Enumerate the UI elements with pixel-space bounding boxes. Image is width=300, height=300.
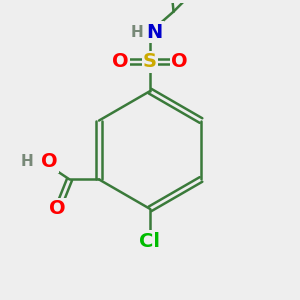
Text: O: O [112,52,129,71]
Text: N: N [146,23,163,42]
Text: H: H [130,25,143,40]
Text: O: O [50,200,66,218]
Text: H: H [20,154,33,169]
Text: O: O [40,152,57,171]
Text: O: O [171,52,188,71]
Text: Cl: Cl [140,232,160,251]
Text: S: S [143,52,157,71]
